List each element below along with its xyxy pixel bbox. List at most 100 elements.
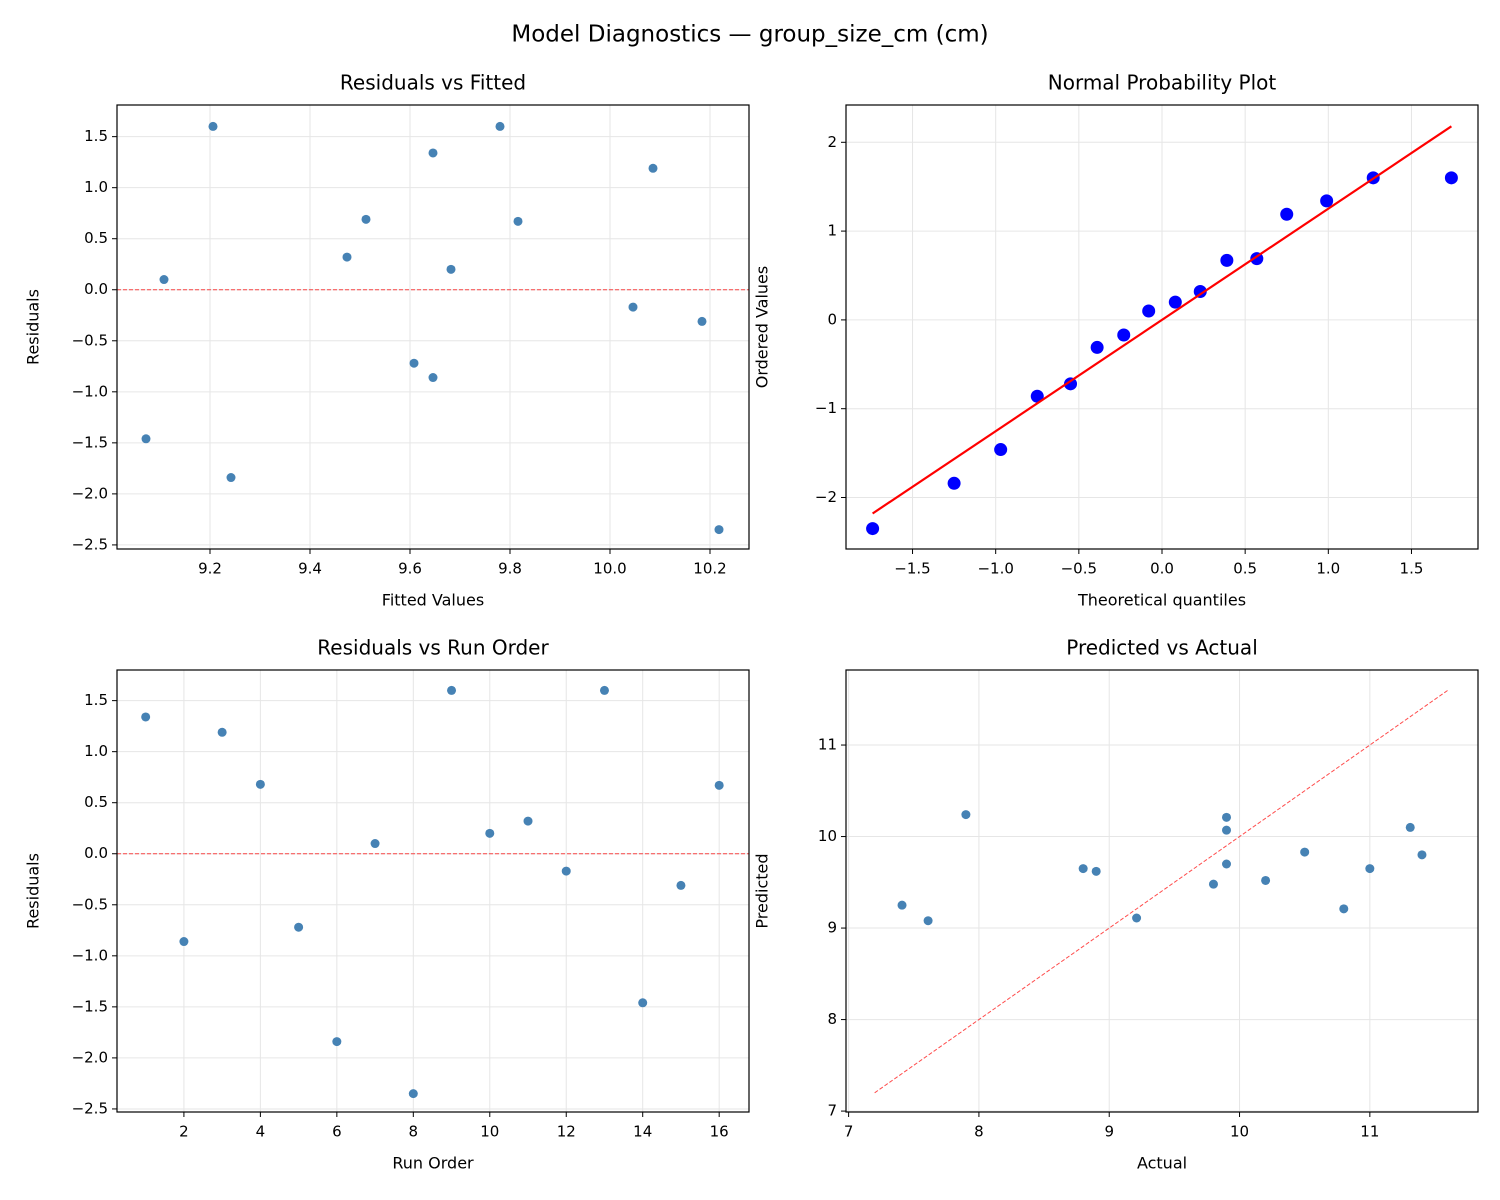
point <box>994 443 1008 457</box>
point <box>1193 284 1207 298</box>
x-tick-label: −1.0 <box>977 560 1013 578</box>
y-tick-label: −2.0 <box>72 484 108 502</box>
y-tick-label: 0.5 <box>84 229 108 247</box>
point <box>255 779 265 789</box>
chart-title: Predicted vs Actual <box>1066 636 1258 660</box>
point <box>599 685 609 695</box>
x-tick-label: 7 <box>844 1123 854 1141</box>
y-tick-label: −1.5 <box>72 997 108 1015</box>
y-tick-label: 1.5 <box>84 127 108 145</box>
y-tick-label: −2.0 <box>72 1048 108 1066</box>
x-tick-label: 10.0 <box>593 560 626 578</box>
y-tick-label: 10 <box>818 827 837 845</box>
x-tick-label: 10.2 <box>693 560 726 578</box>
x-tick-label: 9.8 <box>498 560 522 578</box>
chart-title: Normal Probability Plot <box>1048 71 1277 95</box>
y-tick-label: −2 <box>815 488 837 506</box>
point <box>1222 812 1232 822</box>
x-axis-label: Run Order <box>392 1154 474 1173</box>
y-tick-label: 7 <box>827 1102 837 1120</box>
point <box>1132 913 1142 923</box>
plot-frame <box>116 669 750 1113</box>
point <box>714 525 724 535</box>
point <box>961 810 971 820</box>
x-tick-label: 11 <box>1360 1123 1379 1141</box>
y-tick-label: −0.5 <box>72 895 108 913</box>
chart-title: Residuals vs Run Order <box>317 636 549 660</box>
point <box>179 937 189 947</box>
y-tick-label: 0 <box>827 310 837 328</box>
y-tick-label: 8 <box>827 1010 837 1028</box>
y-tick-label: 0.0 <box>84 844 108 862</box>
point <box>370 839 380 849</box>
x-axis-label: Fitted Values <box>382 591 484 610</box>
point <box>1417 850 1427 860</box>
y-tick-label: 1.0 <box>84 742 108 760</box>
y-tick-label: 1 <box>827 222 837 240</box>
point <box>428 373 438 383</box>
plot-frame <box>845 104 1479 550</box>
point <box>1091 866 1101 876</box>
point <box>1444 171 1458 185</box>
x-tick-label: 14 <box>633 1123 652 1141</box>
point <box>226 473 236 483</box>
y-tick-label: −1.0 <box>72 382 108 400</box>
y-axis-label: Residuals <box>24 289 43 365</box>
plot-frame <box>116 104 750 550</box>
point <box>1078 864 1088 874</box>
x-tick-label: 1.5 <box>1400 560 1424 578</box>
point <box>923 916 933 926</box>
y-axis-label: Ordered Values <box>753 266 772 388</box>
point <box>332 1037 342 1047</box>
x-tick-label: 9.2 <box>198 560 222 578</box>
x-tick-label: 0.5 <box>1233 560 1257 578</box>
point <box>676 880 686 890</box>
point <box>648 163 658 173</box>
y-tick-label: −1.0 <box>72 946 108 964</box>
point <box>1222 825 1232 835</box>
point <box>1090 340 1104 354</box>
y-tick-label: −1 <box>815 399 837 417</box>
point <box>866 522 880 536</box>
x-tick-label: 6 <box>332 1123 342 1141</box>
point <box>1222 859 1232 869</box>
point <box>141 434 151 444</box>
point <box>409 358 419 368</box>
y-tick-label: −1.5 <box>72 433 108 451</box>
y-axis-label: Predicted <box>753 853 772 928</box>
point <box>446 264 456 274</box>
point <box>1117 328 1131 342</box>
x-tick-label: 10 <box>480 1123 499 1141</box>
point <box>485 828 495 838</box>
y-axis-label: Residuals <box>24 853 43 929</box>
plot-frame <box>845 669 1479 1113</box>
point <box>1405 822 1415 832</box>
x-tick-label: 12 <box>557 1123 576 1141</box>
x-axis-label: Actual <box>1137 1154 1187 1173</box>
point <box>1365 864 1375 874</box>
point <box>697 316 707 326</box>
x-tick-label: 9 <box>1104 1123 1114 1141</box>
point <box>428 148 438 158</box>
point <box>342 252 352 262</box>
y-tick-label: −2.5 <box>72 1099 108 1117</box>
y-tick-label: 0.5 <box>84 793 108 811</box>
x-tick-label: 10 <box>1230 1123 1249 1141</box>
point <box>638 998 648 1008</box>
y-tick-label: 9 <box>827 919 837 937</box>
x-tick-label: 1.0 <box>1316 560 1340 578</box>
point <box>1339 904 1349 914</box>
point <box>447 685 457 695</box>
point <box>294 922 304 932</box>
y-tick-label: 11 <box>818 736 837 754</box>
point <box>561 866 571 876</box>
point <box>628 302 638 312</box>
x-tick-label: 4 <box>256 1123 266 1141</box>
chart-title: Residuals vs Fitted <box>340 71 526 95</box>
x-axis-label: Theoretical quantiles <box>1077 591 1246 610</box>
point <box>1208 879 1218 889</box>
x-tick-label: 8 <box>409 1123 419 1141</box>
x-tick-label: 0.0 <box>1150 560 1174 578</box>
point <box>1142 304 1156 318</box>
point <box>1168 295 1182 309</box>
